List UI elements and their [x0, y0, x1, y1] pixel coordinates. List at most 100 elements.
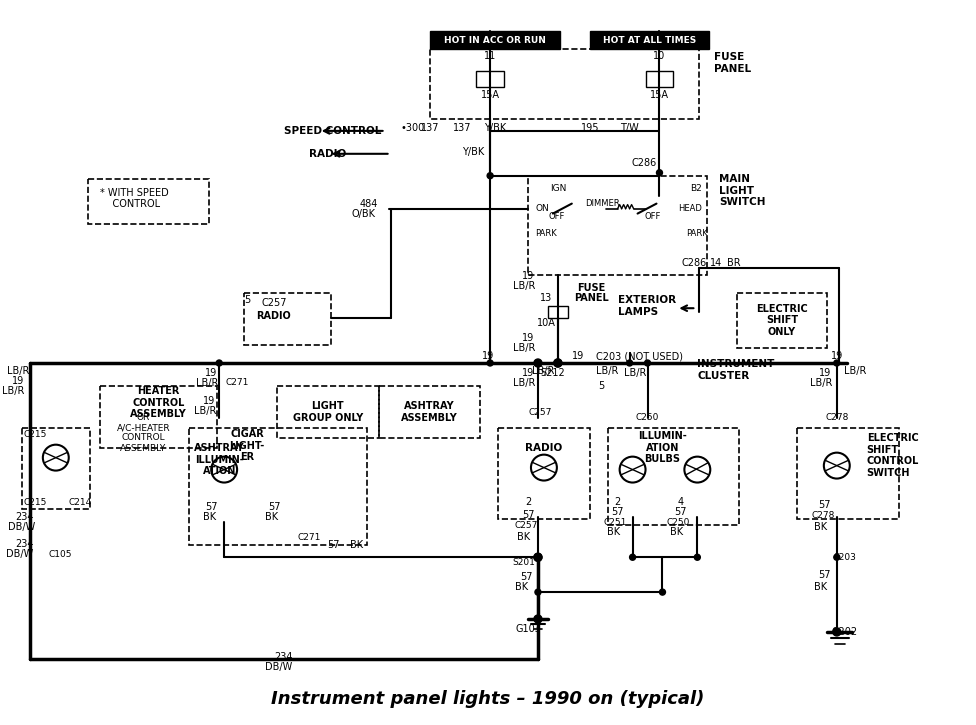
Circle shape [627, 360, 632, 366]
Text: OFF: OFF [549, 212, 565, 221]
Text: BK: BK [265, 513, 278, 523]
Text: 234: 234 [16, 539, 34, 550]
Text: FUSE
PANEL: FUSE PANEL [714, 52, 752, 74]
Text: 13: 13 [540, 293, 552, 303]
Text: C286: C286 [631, 158, 657, 167]
Circle shape [660, 589, 666, 595]
Text: BK: BK [670, 527, 683, 537]
Bar [21, 428, 90, 510]
Text: 10: 10 [653, 51, 666, 61]
Text: C250: C250 [667, 518, 690, 527]
Text: 5: 5 [598, 381, 605, 391]
Text: 4: 4 [677, 497, 683, 507]
Text: BR: BR [727, 258, 741, 268]
Text: BK: BK [814, 582, 828, 592]
Text: Y/BK: Y/BK [484, 123, 507, 133]
Text: 57: 57 [520, 572, 532, 582]
Text: 57: 57 [205, 502, 218, 513]
Text: O/BK: O/BK [351, 209, 376, 218]
Text: 234: 234 [16, 513, 34, 523]
Text: DB/W: DB/W [6, 550, 33, 559]
Text: INSTRUMENT
CLUSTER: INSTRUMENT CLUSTER [697, 359, 775, 381]
Bar [189, 428, 367, 545]
Text: 57: 57 [674, 507, 687, 518]
Circle shape [554, 359, 562, 367]
Text: C214: C214 [68, 498, 92, 507]
Circle shape [535, 589, 541, 595]
Text: 57: 57 [819, 570, 832, 580]
Bar [498, 428, 590, 519]
Bar [430, 49, 700, 119]
Text: 19: 19 [831, 351, 843, 361]
Text: C271: C271 [297, 533, 320, 542]
Text: 19: 19 [12, 376, 24, 386]
Text: LB/R: LB/R [810, 378, 833, 388]
Text: G103: G103 [515, 624, 541, 634]
Text: S201: S201 [512, 558, 536, 567]
Circle shape [217, 360, 223, 366]
Text: HEATER
CONTROL
ASSEMBLY: HEATER CONTROL ASSEMBLY [130, 386, 186, 420]
Text: 137: 137 [453, 123, 471, 133]
Text: LB/R: LB/R [2, 386, 24, 396]
Text: S203: S203 [834, 552, 856, 562]
Text: FUSE: FUSE [578, 283, 606, 294]
Text: LB/R: LB/R [512, 378, 535, 388]
Text: 2: 2 [615, 497, 621, 507]
Text: BK: BK [515, 582, 529, 592]
Text: C257: C257 [262, 298, 287, 308]
Text: C271: C271 [225, 378, 249, 387]
Circle shape [534, 615, 542, 623]
Text: 195: 195 [581, 123, 599, 133]
Text: BK: BK [814, 523, 828, 532]
Text: LIGHT
GROUP ONLY: LIGHT GROUP ONLY [293, 401, 363, 423]
Circle shape [630, 554, 635, 560]
Text: LB/R: LB/R [194, 406, 217, 416]
Text: C286: C286 [681, 258, 707, 268]
Text: * WITH SPEED
    CONTROL: * WITH SPEED CONTROL [100, 188, 169, 210]
Circle shape [834, 554, 839, 560]
Text: OFF: OFF [644, 212, 661, 221]
Text: Y/BK: Y/BK [462, 146, 484, 157]
Text: 234: 234 [274, 652, 293, 662]
Text: BK: BK [517, 532, 531, 542]
Text: S212: S212 [541, 368, 565, 378]
Text: C257: C257 [514, 521, 538, 530]
Text: CIGAR
LIGHT-
ER: CIGAR LIGHT- ER [229, 429, 264, 463]
Text: DIMMER: DIMMER [586, 199, 620, 208]
Bar [430, 31, 560, 49]
Text: 19: 19 [205, 368, 218, 378]
Text: G202: G202 [832, 627, 858, 637]
Text: 2: 2 [525, 497, 531, 507]
Text: RADIO: RADIO [257, 311, 292, 321]
Text: ASHTRAY
ILLUMIN-
ATION: ASHTRAY ILLUMIN- ATION [194, 443, 244, 476]
Text: 19: 19 [522, 333, 534, 343]
Text: LB/R: LB/R [625, 368, 647, 378]
Text: ASHTRAY
ASSEMBLY: ASHTRAY ASSEMBLY [401, 401, 458, 423]
Circle shape [487, 173, 493, 178]
Text: 57: 57 [267, 502, 280, 513]
Text: 57: 57 [522, 510, 534, 521]
Bar [476, 71, 504, 87]
Text: C215: C215 [23, 430, 47, 439]
Bar [645, 71, 673, 87]
Text: 19: 19 [203, 396, 216, 406]
Text: RADIO: RADIO [308, 149, 346, 159]
Text: B2: B2 [690, 184, 702, 193]
Text: BK: BK [607, 527, 620, 537]
Text: PARK: PARK [535, 229, 556, 238]
Text: LB/R: LB/R [512, 281, 535, 291]
Text: HOT AT ALL TIMES: HOT AT ALL TIMES [603, 36, 696, 45]
Text: C250: C250 [635, 413, 659, 422]
Text: LB/R: LB/R [596, 366, 619, 376]
Text: RADIO: RADIO [525, 443, 562, 452]
Bar [590, 31, 710, 49]
Text: 15A: 15A [650, 90, 669, 100]
Text: 57: 57 [328, 540, 340, 550]
Text: LB/R: LB/R [532, 366, 554, 376]
Text: 5: 5 [244, 295, 250, 305]
Text: C105: C105 [48, 550, 71, 559]
Text: 15A: 15A [480, 90, 500, 100]
Text: ELECTRIC
SHIFT
ONLY: ELECTRIC SHIFT ONLY [756, 304, 808, 337]
Text: C257: C257 [528, 408, 551, 418]
Circle shape [694, 554, 701, 560]
